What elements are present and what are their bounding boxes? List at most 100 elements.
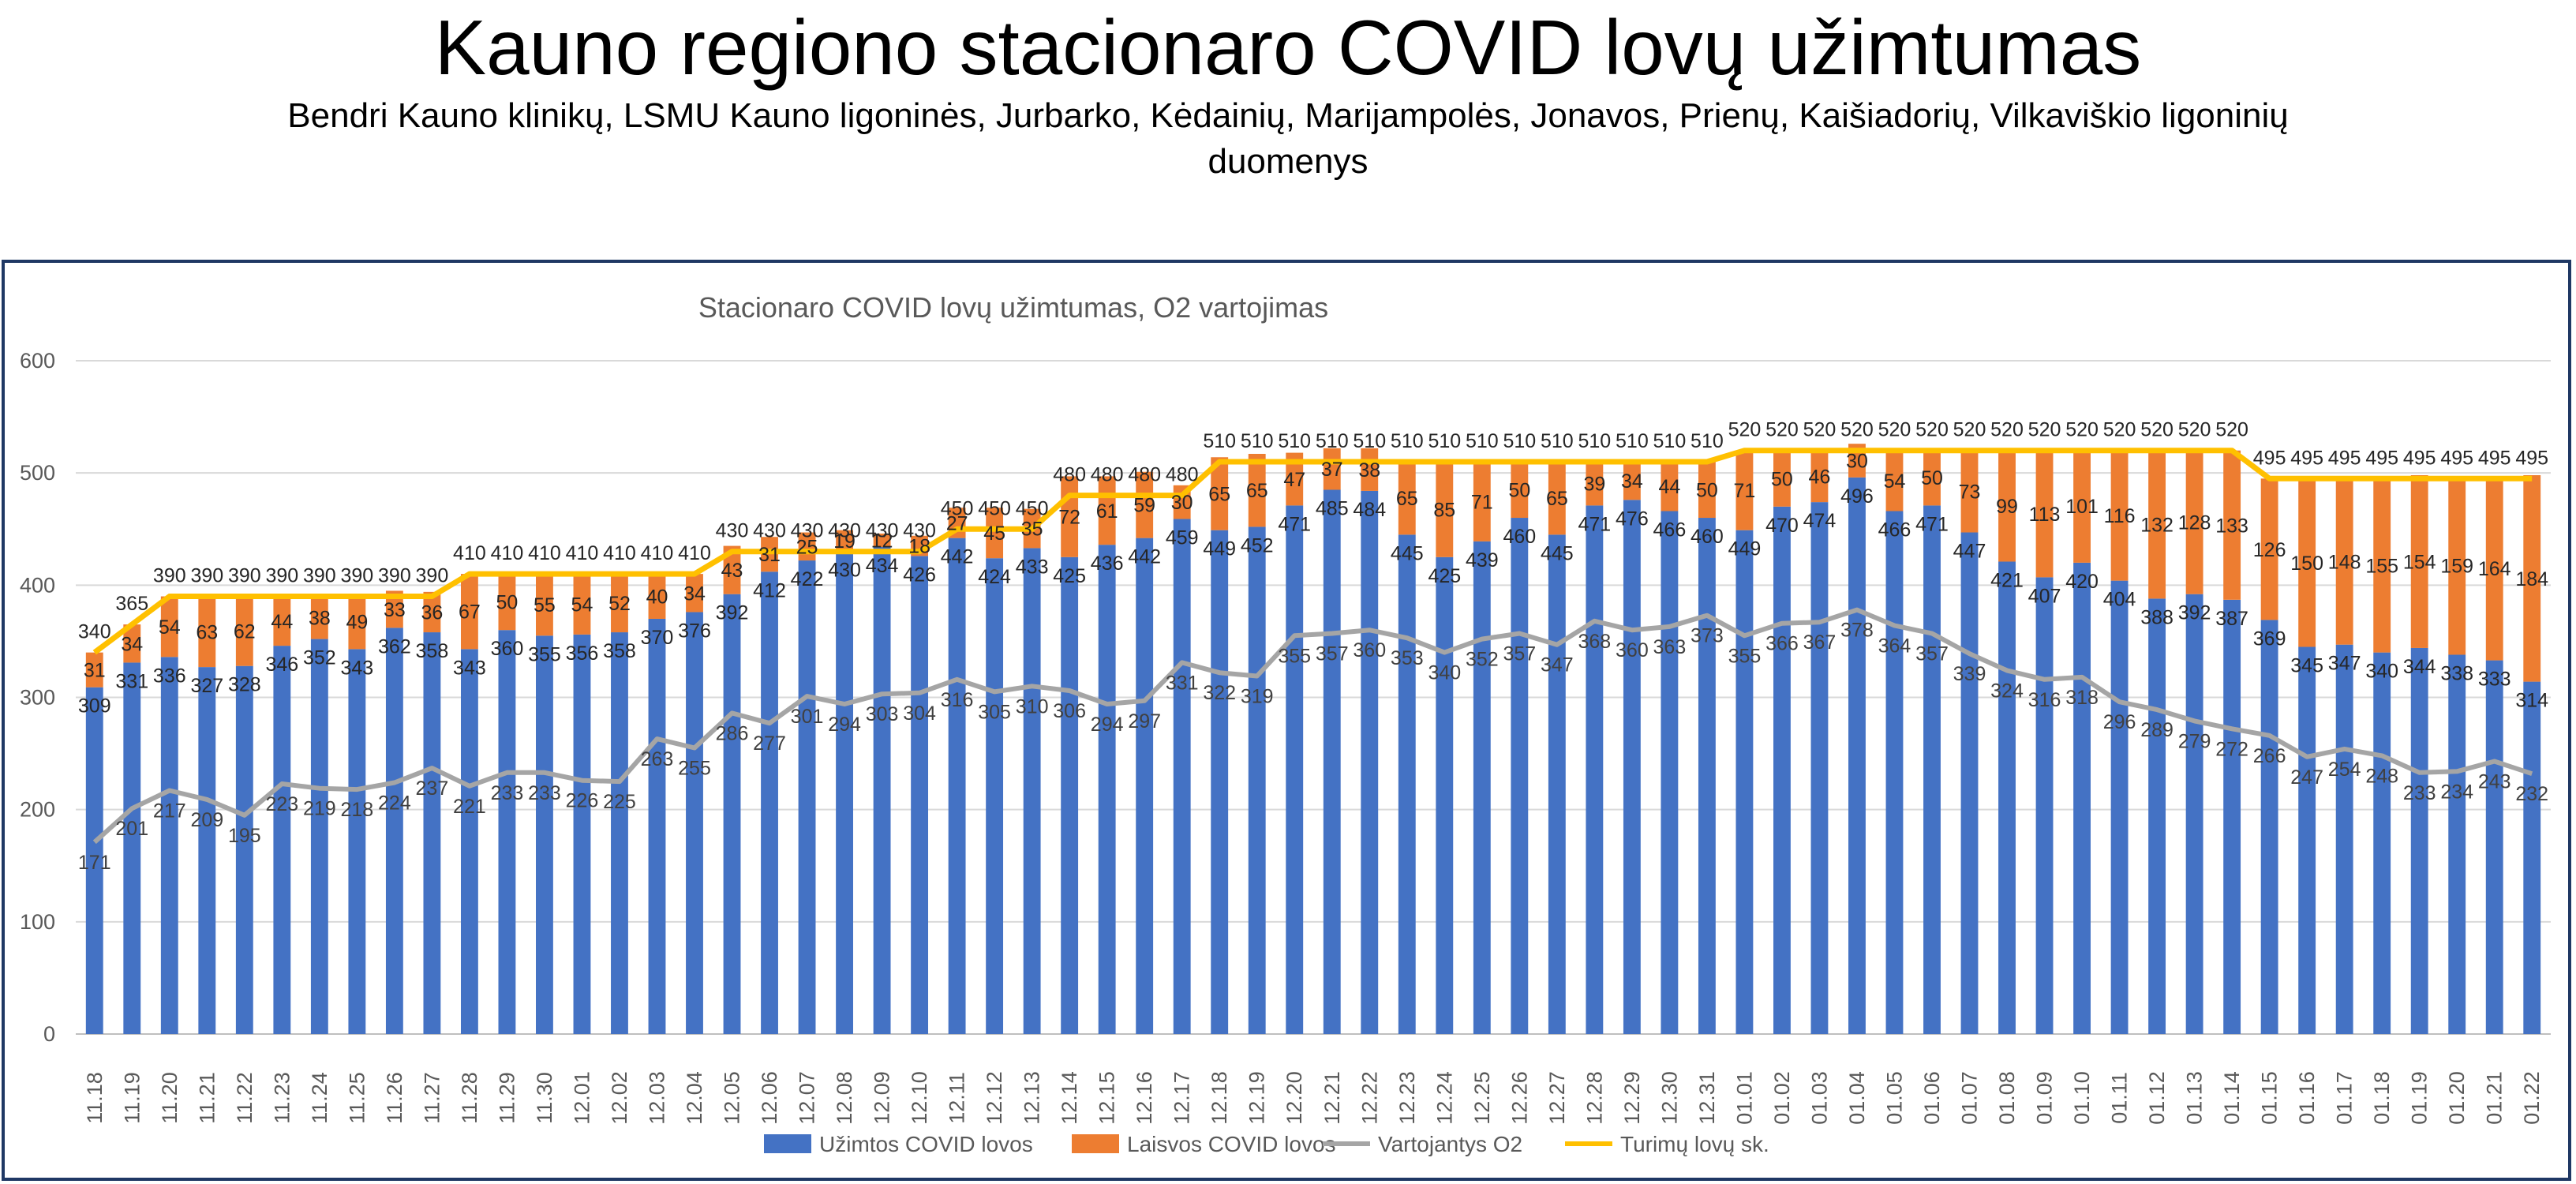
data-label-occupied: 346 — [265, 654, 298, 676]
data-label-capacity: 510 — [1653, 430, 1687, 452]
bar-free — [873, 533, 891, 547]
bar-occupied — [160, 657, 178, 1034]
data-label-occupied: 355 — [528, 643, 561, 665]
bar-free — [686, 574, 703, 613]
x-tick-label: 12.21 — [1320, 1071, 1344, 1125]
bar-occupied — [1361, 490, 1379, 1034]
bar-occupied — [2373, 652, 2391, 1034]
data-label-occupied: 333 — [2478, 669, 2511, 691]
bar-free — [1586, 461, 1604, 506]
data-label-oxygen: 255 — [678, 757, 711, 779]
data-label-capacity: 430 — [753, 520, 786, 542]
bar-occupied — [1586, 505, 1604, 1034]
x-tick-label: 01.19 — [2408, 1071, 2432, 1125]
x-tick-label: 11.24 — [308, 1072, 331, 1124]
data-label-capacity: 410 — [678, 542, 711, 564]
data-label-oxygen: 224 — [378, 792, 411, 815]
bar-occupied — [348, 649, 366, 1034]
x-tick-label: 12.22 — [1357, 1071, 1381, 1125]
data-label-free: 65 — [1208, 483, 1230, 505]
data-label-capacity: 520 — [1803, 419, 1837, 441]
data-label-capacity: 510 — [1316, 430, 1349, 452]
data-label-capacity: 520 — [1990, 419, 2024, 441]
data-label-free: 150 — [2290, 553, 2323, 575]
data-label-free: 85 — [1433, 499, 1455, 521]
data-label-capacity: 365 — [115, 593, 148, 615]
data-label-free: 31 — [84, 660, 106, 682]
data-label-free: 39 — [1583, 474, 1605, 496]
data-label-occupied: 356 — [566, 643, 599, 665]
x-tick-label: 01.08 — [1995, 1071, 2019, 1125]
bar-free — [498, 574, 516, 631]
bar-occupied — [273, 646, 291, 1034]
data-label-oxygen: 301 — [791, 706, 824, 728]
data-label-occupied: 412 — [753, 579, 786, 601]
bar-occupied — [1023, 548, 1041, 1034]
x-tick-label: 11.25 — [345, 1072, 369, 1124]
data-label-occupied: 466 — [1653, 519, 1687, 541]
x-tick-label: 01.07 — [1958, 1071, 1982, 1125]
data-label-capacity: 495 — [2478, 447, 2511, 469]
data-label-oxygen: 223 — [265, 793, 298, 815]
data-label-occupied: 466 — [1878, 519, 1911, 541]
bar-occupied — [761, 571, 778, 1034]
data-label-capacity: 520 — [1953, 419, 1986, 441]
data-label-oxygen: 209 — [190, 809, 223, 831]
data-label-capacity: 410 — [491, 542, 524, 564]
x-tick-label: 12.15 — [1095, 1071, 1119, 1125]
data-label-oxygen: 247 — [2290, 766, 2323, 789]
data-label-oxygen: 248 — [2365, 765, 2398, 787]
data-label-free: 30 — [1846, 451, 1868, 473]
bar-occupied — [123, 662, 141, 1034]
x-tick-label: 01.03 — [1807, 1071, 1831, 1125]
data-label-free: 52 — [608, 593, 631, 615]
data-label-oxygen: 254 — [2328, 759, 2361, 781]
x-tick-label: 12.31 — [1695, 1071, 1719, 1125]
x-tick-label: 12.18 — [1208, 1071, 1231, 1125]
bar-free — [1548, 461, 1566, 535]
data-label-occupied: 369 — [2253, 628, 2286, 650]
bar-free — [2185, 450, 2203, 594]
data-label-oxygen: 289 — [2140, 719, 2174, 741]
x-tick-label: 01.13 — [2183, 1071, 2207, 1125]
data-label-capacity: 510 — [1203, 430, 1236, 452]
bar-free — [1698, 461, 1716, 519]
legend-label: Laisvos COVID lovos — [1127, 1132, 1336, 1156]
data-label-occupied: 338 — [2440, 662, 2473, 684]
data-label-free: 36 — [421, 601, 443, 624]
data-label-free: 34 — [683, 583, 706, 605]
data-label-capacity: 520 — [2065, 419, 2099, 441]
data-label-oxygen: 233 — [528, 782, 561, 804]
bar-free — [648, 574, 666, 619]
data-label-occupied: 436 — [1091, 553, 1124, 575]
bar-occupied — [1548, 534, 1566, 1034]
x-tick-label: 12.04 — [683, 1071, 706, 1125]
data-label-occupied: 474 — [1803, 510, 1837, 532]
x-tick-label: 01.09 — [2033, 1071, 2057, 1125]
bar-free — [1473, 461, 1491, 541]
data-label-occupied: 484 — [1353, 499, 1386, 521]
bar-occupied — [85, 687, 103, 1034]
data-label-occupied: 352 — [303, 647, 336, 669]
data-label-free: 18 — [908, 536, 930, 558]
data-label-occupied: 459 — [1166, 526, 1199, 549]
bar-free — [2073, 449, 2091, 563]
bar-occupied — [385, 628, 403, 1034]
data-label-free: 148 — [2328, 551, 2361, 573]
y-tick-label: 600 — [20, 349, 55, 373]
data-label-oxygen: 357 — [1316, 643, 1349, 665]
bar-free — [2148, 450, 2166, 599]
data-label-capacity: 410 — [566, 542, 599, 564]
bar-occupied — [1810, 502, 1829, 1034]
data-label-oxygen: 316 — [941, 689, 974, 711]
bar-occupied — [798, 560, 816, 1034]
x-tick-label: 01.15 — [2258, 1071, 2282, 1125]
data-label-free: 33 — [384, 599, 406, 621]
bar-occupied — [1885, 511, 1904, 1034]
data-label-capacity: 390 — [265, 565, 298, 587]
data-label-oxygen: 304 — [903, 703, 936, 725]
data-label-capacity: 390 — [153, 565, 186, 587]
y-tick-label: 500 — [20, 461, 55, 485]
data-label-oxygen: 272 — [2215, 738, 2248, 760]
data-label-occupied: 421 — [1990, 569, 2024, 591]
